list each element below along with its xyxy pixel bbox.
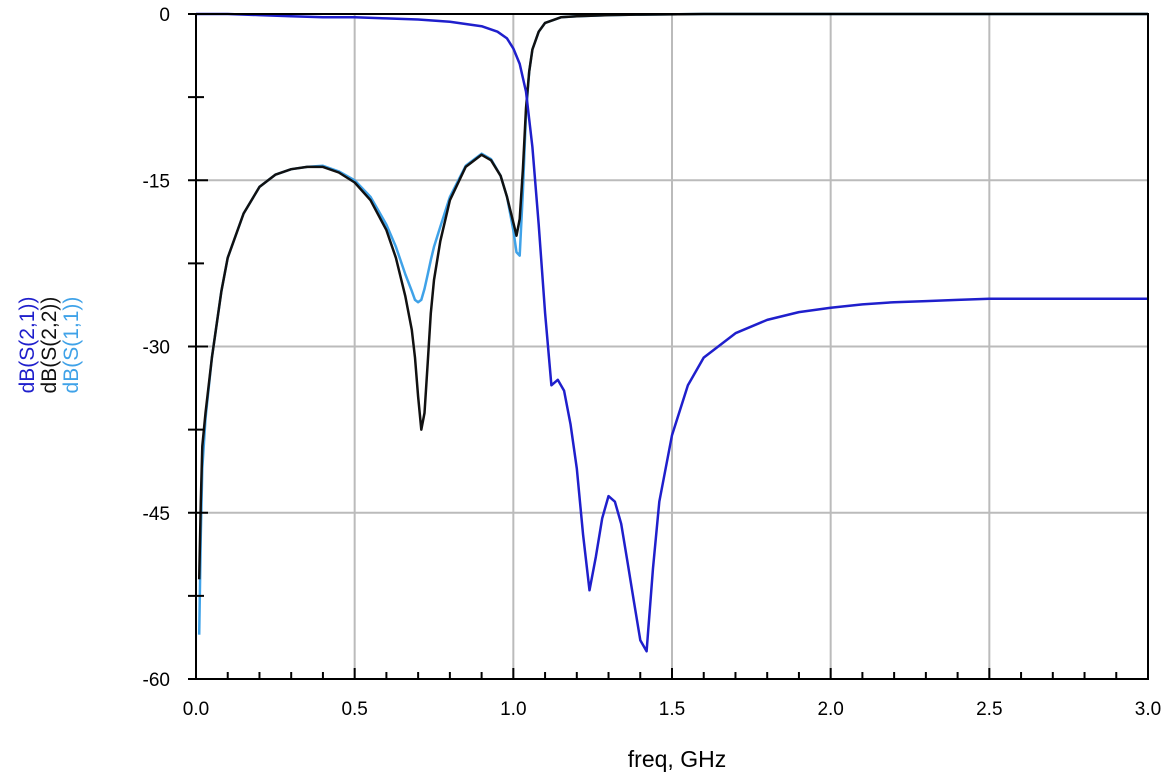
x-tick-label: 3.0: [1135, 699, 1161, 720]
tick-labels: 0.0 0.5 1.0 1.5 2.0 2.5 3.0 0 -15 -30 -45 -60: [143, 5, 1162, 720]
series-lines: [196, 12, 1148, 653]
y-tick-label: -30: [143, 338, 170, 359]
y-tick-label: 0: [159, 5, 170, 26]
x-tick-label: 1.5: [659, 699, 685, 720]
x-tick-label: 0.0: [183, 699, 209, 720]
y-axis-title-series-3: dB(S(1,1)): [60, 297, 83, 394]
y-axis-titles: dB(S(2,1)) dB(S(2,2)) dB(S(1,1)): [16, 297, 83, 394]
x-tick-label: 2.0: [817, 699, 843, 720]
x-tick-label: 1.0: [500, 699, 526, 720]
y-tick-label: -60: [143, 670, 170, 691]
y-tick-label: -15: [143, 171, 170, 192]
x-tick-label: 2.5: [976, 699, 1002, 720]
series-line-db-s-2-2: [197, 12, 1148, 580]
x-axis-title: freq, GHz: [628, 746, 726, 772]
grid: [196, 14, 1148, 679]
y-tick-label: -45: [143, 504, 170, 525]
y-axis-title-series-2: dB(S(2,2)): [38, 297, 61, 394]
series-line-db-s-1-1: [197, 12, 1148, 635]
x-tick-label: 0.5: [341, 699, 367, 720]
axis-ticks: [188, 13, 1149, 680]
series-line-db-s-2-1: [196, 12, 1148, 653]
y-axis-title-series-1: dB(S(2,1)): [16, 297, 39, 394]
